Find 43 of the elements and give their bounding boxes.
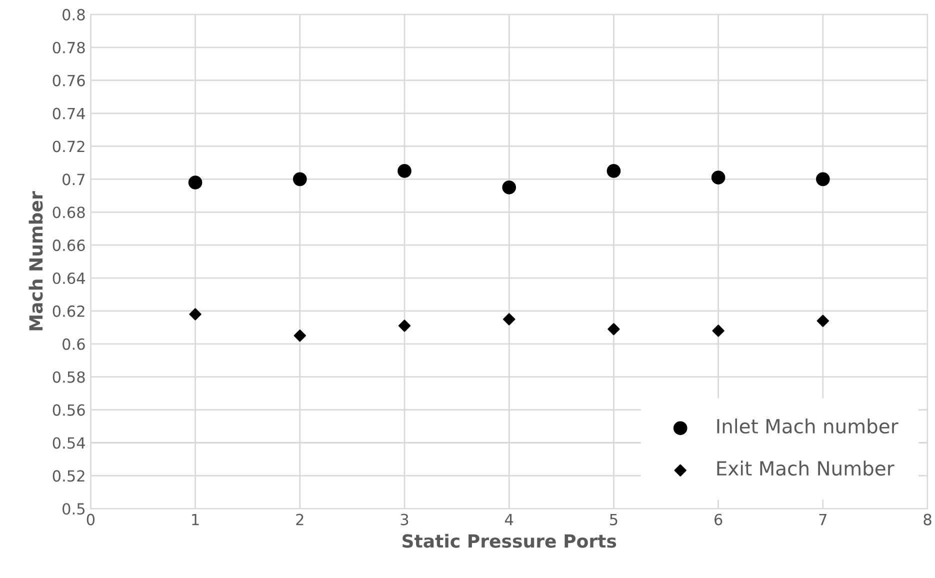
- y-tick-label: 0.74: [52, 108, 85, 120]
- y-tick-label: 0.66: [52, 240, 85, 252]
- x-tick-label: 1: [192, 514, 199, 526]
- x-tick-label: 0: [86, 514, 95, 526]
- point: [398, 320, 411, 332]
- x-axis-title: Static Pressure Ports: [402, 534, 616, 548]
- point: [816, 172, 830, 186]
- x-tick-label: 4: [504, 514, 514, 526]
- x-tick-label: 3: [400, 514, 408, 526]
- y-tick-label: 0.76: [52, 74, 85, 86]
- x-tick-label: 8: [924, 514, 932, 526]
- x-tick-label: 6: [714, 514, 722, 526]
- legend-label: Inlet Mach number: [717, 418, 898, 434]
- point: [292, 172, 307, 186]
- y-tick-label: 0.68: [52, 206, 85, 218]
- point: [712, 324, 724, 337]
- point: [711, 170, 726, 184]
- y-tick-label: 0.6: [62, 338, 85, 350]
- y-tick-label: 0.54: [52, 437, 85, 449]
- y-tick-label: 0.7: [62, 174, 85, 186]
- x-tick-label: 5: [610, 514, 618, 526]
- point: [606, 164, 621, 178]
- point: [503, 313, 516, 326]
- point: [398, 164, 412, 178]
- y-tick-label: 0.58: [52, 371, 85, 383]
- x-tick-label: 7: [819, 514, 826, 526]
- y-tick-label: 0.62: [52, 305, 84, 317]
- y-tick-label: 0.5: [62, 503, 84, 515]
- x-tick-label: 2: [296, 514, 304, 526]
- y-tick-label: 0.56: [52, 404, 85, 416]
- y-axis-title: Mach Number: [28, 191, 43, 330]
- y-tick-label: 0.78: [52, 42, 85, 54]
- point: [188, 176, 202, 190]
- legend-label: Exit Mach Number: [717, 460, 894, 476]
- y-tick-label: 0.64: [52, 272, 85, 284]
- point: [189, 308, 202, 320]
- point: [608, 323, 620, 336]
- point: [816, 314, 829, 327]
- point: [502, 180, 516, 194]
- y-tick-label: 0.8: [62, 8, 85, 20]
- y-tick-label: 0.52: [52, 470, 84, 482]
- point: [294, 330, 306, 342]
- y-tick-label: 0.72: [52, 140, 84, 152]
